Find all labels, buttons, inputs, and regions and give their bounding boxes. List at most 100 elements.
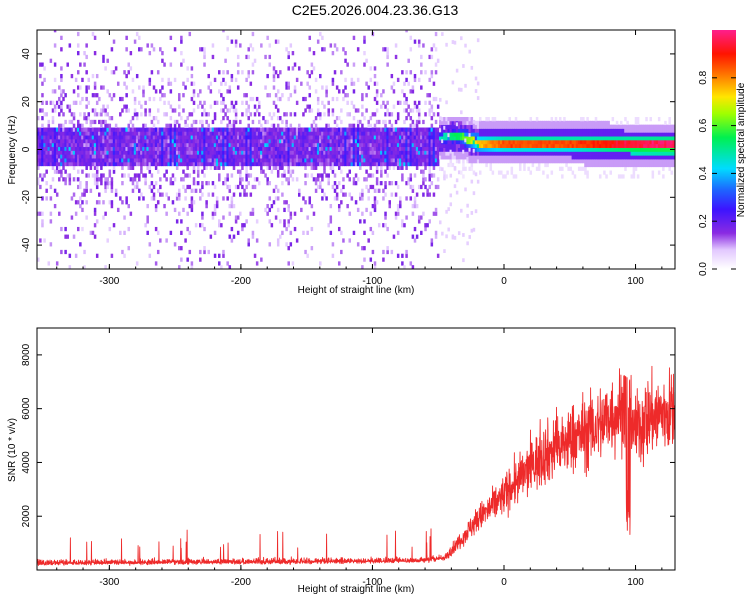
spectrogram-cell (196, 150, 200, 155)
spectrogram-cell (441, 143, 444, 148)
spectrogram-cell (287, 138, 290, 144)
spectrogram-cell (476, 136, 480, 141)
spectrogram-cell (365, 108, 368, 113)
spectrogram-cell (613, 143, 617, 148)
spectrogram-cell (428, 146, 431, 151)
spectrogram-cell (285, 127, 288, 132)
spectrogram-cell (508, 128, 511, 133)
spectrogram-cell (310, 131, 314, 136)
spectrogram-cell (79, 135, 82, 140)
spectrogram-cell (47, 154, 51, 159)
spectrogram-cell (53, 203, 57, 209)
spectrogram-cell (215, 138, 219, 144)
spectrogram-cell (598, 120, 602, 126)
spectrogram-cell (430, 73, 434, 79)
spectrogram-cell (500, 170, 503, 175)
spectrogram-cell (470, 136, 474, 141)
spectrogram-cell (325, 138, 328, 144)
spectrogram-cell (37, 181, 40, 186)
spectrogram-cell (375, 93, 379, 98)
spectrogram-cell (262, 158, 265, 163)
spectrogram-cell (43, 150, 46, 155)
spectrogram-cell (51, 135, 55, 140)
spectrogram-cell (169, 142, 173, 148)
spectrogram-cell (230, 238, 234, 243)
spectrogram-cell (138, 47, 141, 52)
spectrogram-cell (150, 161, 154, 167)
spectrogram-cell (226, 35, 229, 40)
spectrogram-cell (611, 151, 615, 156)
spectrogram-cell (329, 203, 333, 209)
spectrogram-cell (430, 158, 434, 163)
spectrogram-cell (603, 162, 606, 168)
spectrogram-cell (506, 159, 509, 164)
spectrogram-cell (350, 158, 354, 163)
spectrogram-cell (85, 70, 88, 75)
spectrogram-cell (367, 85, 370, 90)
spectrogram-cell (617, 174, 621, 179)
spectrogram-cell (510, 120, 514, 126)
spectrogram-cell (222, 127, 225, 132)
spectrogram-cell (466, 128, 469, 133)
spectrogram-cell (460, 87, 463, 92)
spectrogram-cell (302, 142, 305, 148)
spectrogram-cell (316, 112, 320, 117)
spectrogram-cell (319, 116, 322, 121)
spectrogram-cell (279, 70, 282, 75)
spectrogram-cell (340, 249, 343, 255)
spectrogram-cell (535, 159, 539, 164)
spectrogram-cell (609, 155, 612, 160)
spectrogram-cell (257, 161, 261, 167)
spectrogram-cell (209, 104, 213, 109)
spectrogram-cell (462, 233, 465, 237)
spectrogram-cell (382, 154, 385, 159)
spectrogram-cell (205, 131, 208, 136)
spectrogram-cell (37, 177, 40, 182)
spectrogram-cell (98, 192, 101, 197)
spectrogram-cell (413, 154, 417, 159)
spectrogram-cell (504, 120, 507, 126)
spectrogram-cell (415, 165, 419, 170)
spectrogram-cell (72, 142, 76, 148)
spectrogram-cell (260, 142, 263, 148)
spectrogram-cell (47, 142, 51, 148)
spectrogram-cell (260, 131, 263, 136)
spectrogram-cell (537, 162, 541, 168)
spectrogram-cell (308, 154, 312, 159)
spectrogram-cell (321, 150, 324, 155)
spectrogram-cell (373, 131, 377, 136)
spectrogram-cell (247, 104, 250, 109)
spectrogram-cell (537, 124, 541, 129)
spectrogram-cell (523, 136, 526, 141)
spectrogram-cell (49, 142, 53, 148)
spectrogram-cell (234, 116, 238, 121)
spectrogram-cell (325, 173, 328, 178)
spectrogram-cell (453, 151, 457, 156)
spectrogram-cell (255, 177, 259, 182)
spectrogram-cell (255, 142, 259, 148)
spectrogram-cell (380, 165, 383, 170)
spectrogram-cell (116, 81, 120, 86)
spectrogram-cell (274, 158, 278, 163)
spectrogram-cell (327, 154, 330, 159)
spectrogram-cell (287, 177, 290, 182)
spectrogram-cell (60, 249, 63, 255)
spectrogram-cell (295, 131, 299, 136)
spectrogram-cell (98, 177, 101, 182)
spectrogram-cell (262, 154, 265, 159)
spectrogram-cell (529, 151, 533, 156)
spectrogram-cell (384, 142, 387, 148)
spectrogram-cell (470, 147, 474, 152)
spectrogram-cell (428, 150, 431, 155)
spectrogram-cell (449, 124, 453, 129)
spectrogram-cell (405, 127, 408, 132)
spectrogram-cell (319, 154, 322, 159)
spectrogram-cell (133, 127, 137, 132)
spectrogram-cell (542, 170, 545, 175)
spectrogram-cell (133, 108, 137, 113)
spectrogram-cell (478, 170, 482, 175)
spectrogram-cell (119, 135, 122, 140)
spectrogram-cell (670, 170, 674, 175)
spectrogram-cell (79, 62, 82, 67)
spectrogram-cell (39, 154, 42, 159)
